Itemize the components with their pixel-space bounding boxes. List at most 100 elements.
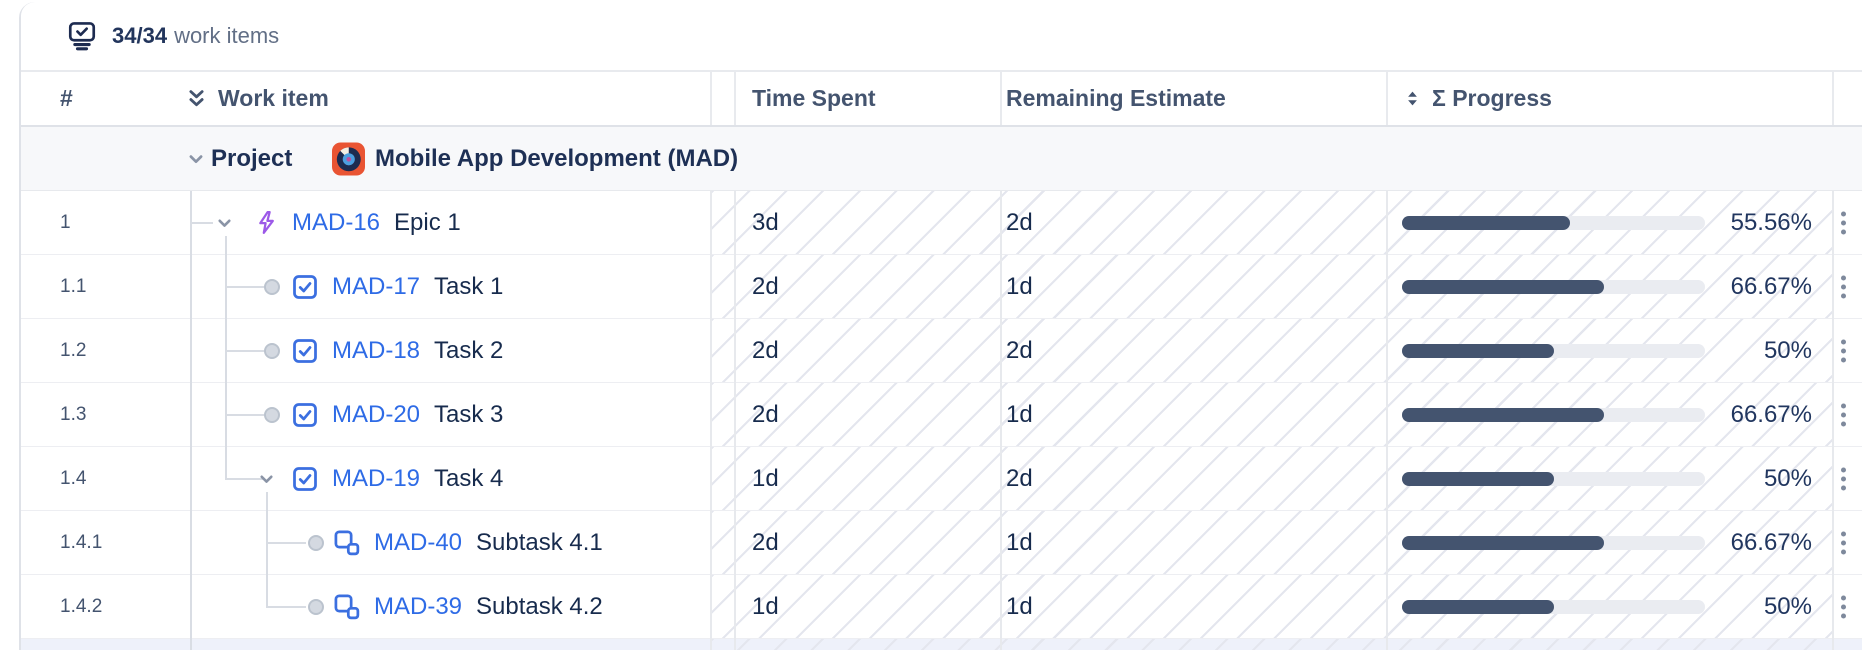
circle-bullet-icon xyxy=(264,278,280,295)
remaining-estimate-value[interactable]: 1d xyxy=(1006,528,1033,556)
progress-bar-track xyxy=(1402,535,1705,550)
progress-bar-track xyxy=(1402,215,1705,230)
progress-bar-track xyxy=(1402,279,1705,294)
task-checkbox-icon xyxy=(290,336,320,366)
kebab-menu-icon[interactable] xyxy=(1841,403,1846,426)
work-item-key-link[interactable]: MAD-18 xyxy=(332,336,421,364)
header-divider xyxy=(1386,72,1388,125)
work-item-title[interactable]: Task 4 xyxy=(434,464,504,492)
project-type-label: Project xyxy=(211,144,293,172)
work-items-count: 34/34 xyxy=(112,23,168,48)
column-header-time-spent[interactable]: Time Spent xyxy=(752,72,876,125)
column-header-work-item[interactable]: Work item xyxy=(184,72,329,125)
progress-header-label: Σ Progress xyxy=(1432,85,1552,111)
readonly-hatch xyxy=(711,639,1832,650)
table-row: 1.4 MAD-19 Task 4 1d 2d 50% xyxy=(21,447,1862,511)
kebab-menu-icon[interactable] xyxy=(1841,275,1846,298)
work-item-cell[interactable]: MAD-18 Task 2 xyxy=(290,319,503,382)
row-number: 1.2 xyxy=(60,339,87,361)
kebab-menu-icon[interactable] xyxy=(1841,531,1846,554)
table-row: 1.3 MAD-20 Task 3 2d 1d 66.67% xyxy=(21,383,1862,447)
work-item-title[interactable]: Task 3 xyxy=(434,400,504,428)
work-item-key-link[interactable]: MAD-17 xyxy=(332,272,421,300)
header-divider xyxy=(710,72,712,125)
table-header-row: # Work item Time Spent Remaining Estimat… xyxy=(21,72,1862,127)
kebab-menu-icon[interactable] xyxy=(1841,339,1846,362)
column-header-progress[interactable]: Σ Progress xyxy=(1402,72,1552,125)
progress-bar-fill xyxy=(1402,343,1554,358)
work-item-cell[interactable]: MAD-20 Task 3 xyxy=(290,383,503,446)
epic-bolt-icon xyxy=(253,209,280,236)
remaining-estimate-value[interactable]: 2d xyxy=(1006,336,1033,364)
time-spent-value[interactable]: 1d xyxy=(752,464,779,492)
column-divider xyxy=(710,191,712,650)
progress-bar-track xyxy=(1402,343,1705,358)
work-item-key-link[interactable]: MAD-20 xyxy=(332,400,421,428)
progress-percent: 66.67% xyxy=(1730,528,1812,556)
table-toolbar: 34/34 work items xyxy=(21,2,1862,72)
time-spent-value[interactable]: 2d xyxy=(752,400,779,428)
chevron-down-icon[interactable] xyxy=(183,146,209,172)
kebab-menu-icon[interactable] xyxy=(1841,595,1846,618)
table-row: 1.1 MAD-17 Task 1 2d 1d 66.67% xyxy=(21,255,1862,319)
time-spent-value[interactable]: 3d xyxy=(752,208,779,236)
progress-bar-fill xyxy=(1402,535,1604,550)
kebab-menu-icon[interactable] xyxy=(1841,211,1846,234)
remaining-estimate-header-label: Remaining Estimate xyxy=(1006,85,1226,111)
work-item-cell[interactable]: MAD-19 Task 4 xyxy=(290,447,503,510)
chevron-down-icon[interactable] xyxy=(254,466,279,491)
progress-bar-track xyxy=(1402,471,1705,486)
chevron-down-icon[interactable] xyxy=(212,210,237,235)
work-item-title[interactable]: Task 1 xyxy=(434,272,504,300)
work-item-cell[interactable]: MAD-39 Subtask 4.2 xyxy=(331,575,603,638)
work-item-title[interactable]: Epic 1 xyxy=(394,208,461,236)
tree-connector-line xyxy=(225,350,264,352)
tree-connector-line xyxy=(225,447,227,479)
tree-connector-line xyxy=(266,575,268,607)
work-item-title[interactable]: Subtask 4.1 xyxy=(476,528,603,556)
partial-next-row xyxy=(21,639,1862,650)
progress-percent: 66.67% xyxy=(1730,400,1812,428)
progress-bar-fill xyxy=(1402,599,1554,614)
tree-connector-line xyxy=(266,606,306,608)
header-divider xyxy=(734,72,736,125)
row-number: 1.4.1 xyxy=(60,531,103,553)
sort-arrows-icon[interactable] xyxy=(1402,87,1423,110)
work-item-key-link[interactable]: MAD-39 xyxy=(374,592,463,620)
time-spent-value[interactable]: 2d xyxy=(752,336,779,364)
time-spent-value[interactable]: 2d xyxy=(752,272,779,300)
double-chevron-down-icon[interactable] xyxy=(184,85,209,112)
remaining-estimate-value[interactable]: 2d xyxy=(1006,208,1033,236)
remaining-estimate-value[interactable]: 2d xyxy=(1006,464,1033,492)
row-number: 1.3 xyxy=(60,403,87,425)
table-row: 1.4.1 MAD-40 Subtask 4.1 2d 1d 66.67% xyxy=(21,511,1862,575)
work-item-key-link[interactable]: MAD-40 xyxy=(374,528,463,556)
progress-bar-fill xyxy=(1402,279,1604,294)
monitor-check-icon xyxy=(66,20,98,52)
task-checkbox-icon xyxy=(290,400,320,430)
remaining-estimate-value[interactable]: 1d xyxy=(1006,272,1033,300)
tree-connector-line xyxy=(225,478,264,480)
remaining-estimate-value[interactable]: 1d xyxy=(1006,400,1033,428)
work-item-title[interactable]: Subtask 4.2 xyxy=(476,592,603,620)
progress-bar-fill xyxy=(1402,407,1604,422)
remaining-estimate-value[interactable]: 1d xyxy=(1006,592,1033,620)
time-spent-value[interactable]: 2d xyxy=(752,528,779,556)
time-spent-value[interactable]: 1d xyxy=(752,592,779,620)
work-item-cell[interactable]: MAD-40 Subtask 4.1 xyxy=(331,511,603,574)
kebab-menu-icon[interactable] xyxy=(1841,467,1846,490)
table-body: 1 MAD-16 Epic 1 3d 2d 55.56% 1.1 MAD-17 Task 1 2d… xyxy=(21,191,1862,650)
project-avatar-disc-icon xyxy=(332,142,365,175)
column-header-remaining-estimate[interactable]: Remaining Estimate xyxy=(1006,72,1226,125)
task-checkbox-icon xyxy=(290,464,320,494)
subtask-squares-icon xyxy=(331,591,362,622)
progress-percent: 50% xyxy=(1763,592,1812,620)
work-item-cell[interactable]: MAD-16 Epic 1 xyxy=(253,191,461,254)
work-item-cell[interactable]: MAD-17 Task 1 xyxy=(290,255,503,318)
tree-connector-line xyxy=(225,236,227,255)
work-item-title[interactable]: Task 2 xyxy=(434,336,504,364)
work-item-key-link[interactable]: MAD-19 xyxy=(332,464,421,492)
work-item-key-link[interactable]: MAD-16 xyxy=(292,208,381,236)
column-divider xyxy=(1386,191,1388,650)
project-group-row[interactable]: Project Mobile App Development (MAD) xyxy=(21,127,1862,191)
